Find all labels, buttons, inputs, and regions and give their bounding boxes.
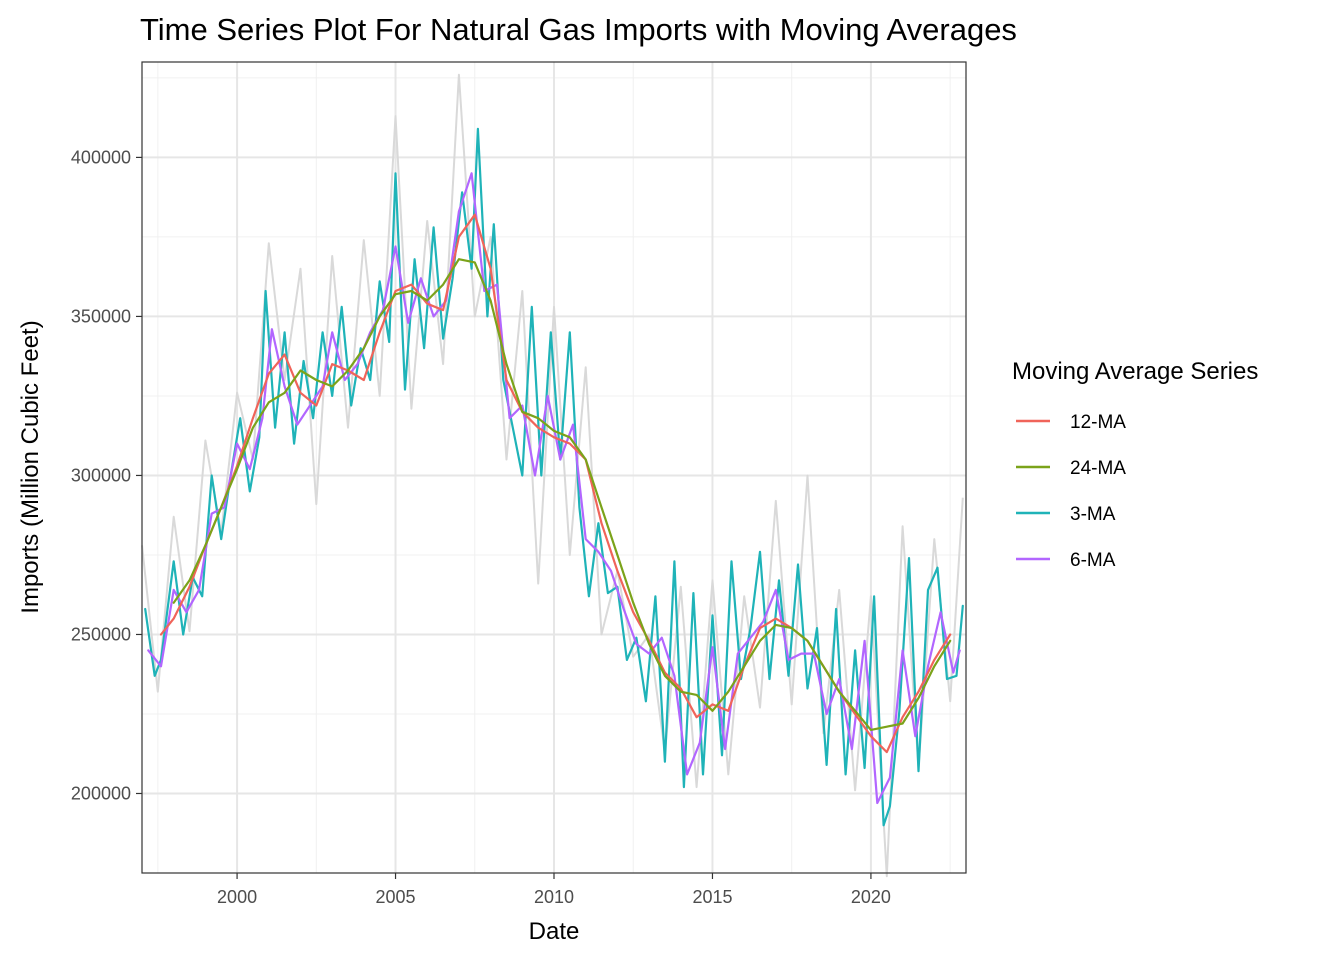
legend-items: 12-MA 24-MA 3-MA 6-MA (1016, 412, 1126, 571)
legend-label-6-ma: 6-MA (1070, 550, 1116, 571)
x-axis: 2000 2005 2010 2015 2020 (217, 873, 891, 907)
series-line-3-ma (144, 127, 964, 827)
x-tick-label: 2005 (376, 887, 416, 907)
y-axis: 200000 250000 300000 350000 400000 (71, 147, 142, 803)
chart-title: Time Series Plot For Natural Gas Imports… (140, 12, 1017, 47)
raw-series-layer (141, 73, 964, 878)
y-tick-label: 250000 (71, 624, 131, 644)
y-axis-title: Imports (Million Cubic Feet) (17, 320, 44, 613)
legend-label-12-ma: 12-MA (1070, 412, 1126, 433)
raw-imports-line (141, 73, 964, 878)
series-line-24-ma (172, 258, 952, 731)
legend-title: Moving Average Series (1012, 358, 1258, 385)
legend-label-3-ma: 3-MA (1070, 504, 1116, 525)
x-tick-label: 2000 (217, 887, 257, 907)
x-axis-title: Date (529, 918, 580, 945)
x-tick-label: 2010 (534, 887, 574, 907)
y-tick-label: 200000 (71, 783, 131, 803)
y-tick-label: 300000 (71, 465, 131, 485)
series-layer (144, 127, 964, 827)
x-tick-label: 2015 (692, 887, 732, 907)
y-tick-label: 400000 (71, 147, 131, 167)
y-tick-label: 350000 (71, 306, 131, 326)
legend: Moving Average Series 12-MA 24-MA 3-MA 6-MA (1012, 358, 1258, 571)
grid-major (142, 62, 966, 873)
x-tick-label: 2020 (851, 887, 891, 907)
series-line-6-ma (147, 172, 961, 805)
legend-label-24-ma: 24-MA (1070, 458, 1126, 479)
